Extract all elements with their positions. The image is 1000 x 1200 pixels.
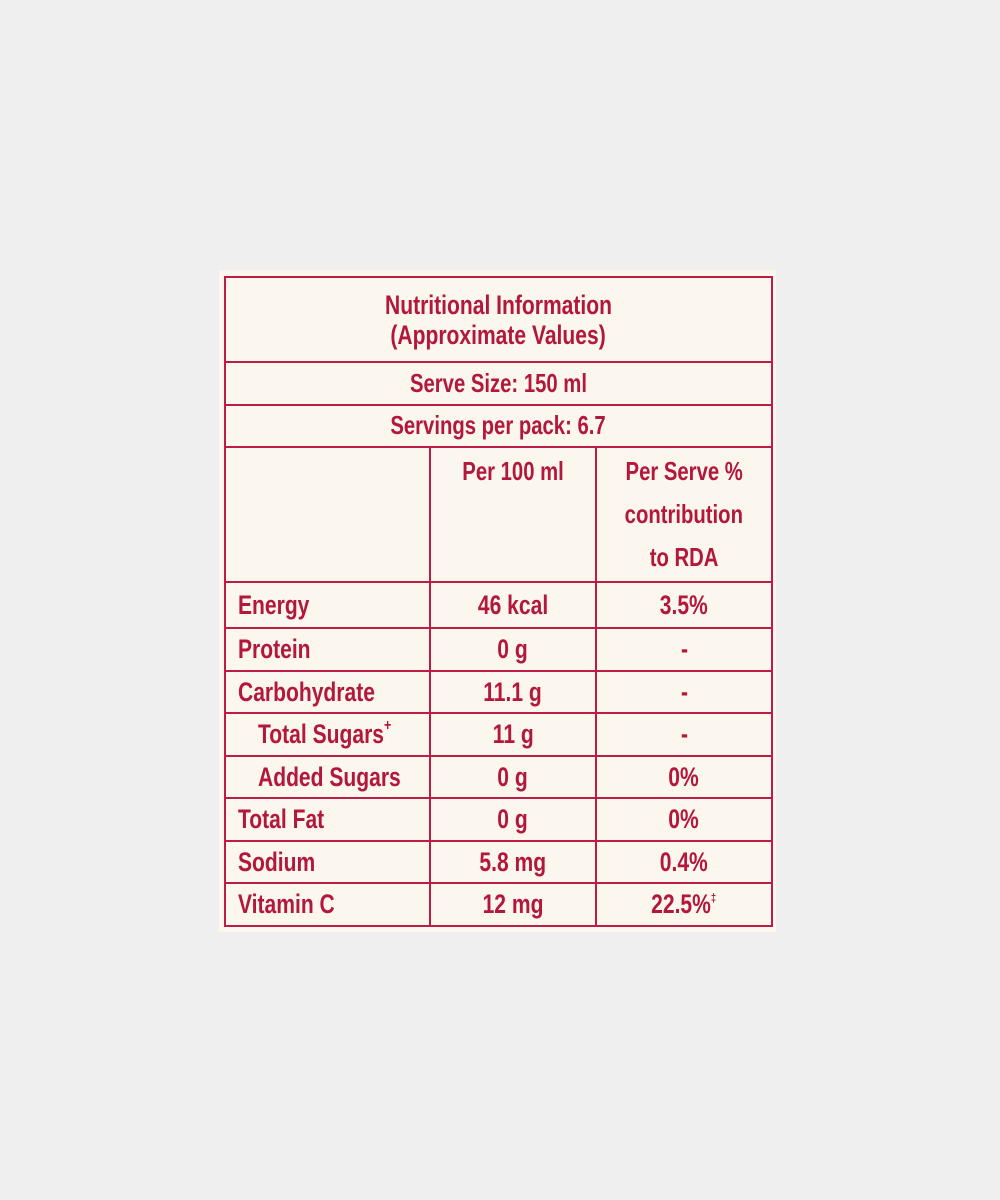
header-rda-line-2: contribution [624,499,744,530]
footnote-mark: ‡ [711,891,717,906]
table-row-total-fat: Total Fat 0 g 0% [224,797,774,842]
table-row-protein: Protein 0 g - [224,627,774,672]
header-nutrient [224,446,431,583]
per-100ml-value: 11.1 g [429,669,597,715]
nutrient-name: Vitamin C [224,882,431,927]
title-line-1: Nutritional Information [385,289,612,320]
servings-row: Servings per pack: 6.7 [223,403,774,449]
rda-value: 0.4% [594,839,774,885]
nutrient-name: Sodium [224,839,431,885]
table-row-vitamin-c: Vitamin C 12 mg 22.5%‡ [224,882,774,927]
header-rda-line-1: Per Serve % [625,456,743,487]
table-row-total-sugars: Total Sugars+ 11 g - [224,712,774,757]
nutrient-name: Added Sugars [224,754,431,800]
rda-value: 0% [594,754,774,800]
per-100ml-value: 5.8 mg [429,839,597,885]
rda-value: - [594,627,774,672]
nutrient-name: Energy [224,580,431,630]
rda-value: - [594,669,774,715]
table-title: Nutritional Information (Approximate Val… [223,275,774,364]
nutrition-label: Nutritional Information (Approximate Val… [219,270,776,932]
header-per-100ml-label: Per 100 ml [462,456,564,487]
nutrient-name: Protein [224,627,431,672]
nutrient-name: Carbohydrate [224,669,431,715]
header-rda-line-3: to RDA [649,542,719,573]
per-100ml-value: 0 g [429,797,597,842]
table-row-sodium: Sodium 5.8 mg 0.4% [224,839,774,885]
nutrient-name: Total Fat [224,797,431,842]
per-100ml-value: 46 kcal [429,580,597,630]
rda-value: 3.5% [594,580,774,630]
table-row-added-sugars: Added Sugars 0 g 0% [224,754,774,800]
per-100ml-value: 0 g [429,754,597,800]
rda-value: 22.5%‡ [594,882,774,927]
per-100ml-value: 11 g [429,712,597,757]
rda-value: - [594,712,774,757]
serve-size-row: Serve Size: 150 ml [223,361,774,406]
footnote-mark: + [383,717,392,735]
title-line-2: (Approximate Values) [390,319,607,350]
per-100ml-value: 0 g [429,627,597,672]
nutrient-name: Total Sugars+ [224,712,431,757]
servings-per-pack: Servings per pack: 6.7 [390,410,607,441]
header-per-100ml: Per 100 ml [429,446,597,583]
table-row-energy: Energy 46 kcal 3.5% [224,580,774,630]
rda-value: 0% [594,797,774,842]
table-row-carbohydrate: Carbohydrate 11.1 g - [224,669,774,715]
serve-size: Serve Size: 150 ml [410,367,588,398]
nutrition-table: Nutritional Information (Approximate Val… [223,275,774,927]
per-100ml-value: 12 mg [429,882,597,927]
header-per-serve-rda: Per Serve % contribution to RDA [594,446,774,583]
